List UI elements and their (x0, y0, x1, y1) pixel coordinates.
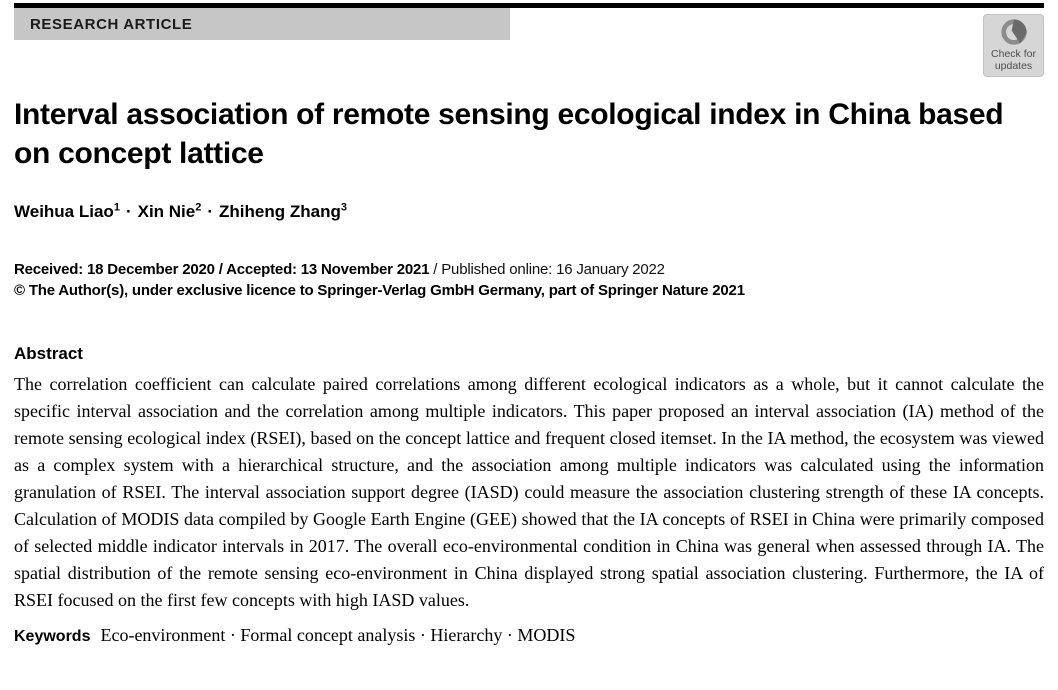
top-rule (14, 3, 1044, 8)
author-separator: · (207, 202, 214, 221)
abstract-text: The correlation coefficient can calculat… (14, 374, 1044, 610)
category-label: RESEARCH ARTICLE (30, 15, 193, 33)
keywords-label: Keywords (14, 628, 91, 645)
dates-block: Received: 18 December 2020 / Accepted: 1… (14, 259, 1044, 301)
authors-line: Weihua Liao1 · Xin Nie2 · Zhiheng Zhang3 (14, 202, 1044, 222)
author-superscript: 2 (195, 201, 202, 214)
abstract-heading: Abstract (14, 344, 83, 363)
keywords-text: Eco-environment · Formal concept analysi… (100, 625, 576, 645)
published-online-text: / Published online: 16 January 2022 (429, 261, 665, 278)
author-superscript: 3 (340, 201, 347, 214)
author-name: Zhiheng Zhang (219, 202, 341, 221)
check-badge-line2: updates (994, 59, 1033, 72)
author-name: Weihua Liao (14, 202, 114, 221)
check-badge-text: Check for updates (991, 48, 1036, 72)
keywords-line: Keywords Eco-environment · Formal concept… (14, 625, 1044, 646)
author-name: Xin Nie (137, 202, 196, 221)
received-accepted-text: Received: 18 December 2020 / Accepted: 1… (14, 261, 430, 278)
paper-title: Interval association of remote sensing e… (14, 98, 1004, 170)
copyright-line: © The Author(s), under exclusive licence… (14, 282, 745, 299)
check-badge-line1: Check for (991, 48, 1036, 60)
research-article-band: RESEARCH ARTICLE (14, 8, 510, 40)
dates-line: Received: 18 December 2020 / Accepted: 1… (14, 259, 1044, 280)
author-separator: · (125, 202, 132, 221)
crossmark-icon (998, 18, 1030, 48)
author-superscript: 1 (113, 201, 120, 214)
check-for-updates-badge[interactable]: Check for updates (983, 14, 1044, 77)
header-row: RESEARCH ARTICLE Check for updates (14, 8, 1044, 77)
